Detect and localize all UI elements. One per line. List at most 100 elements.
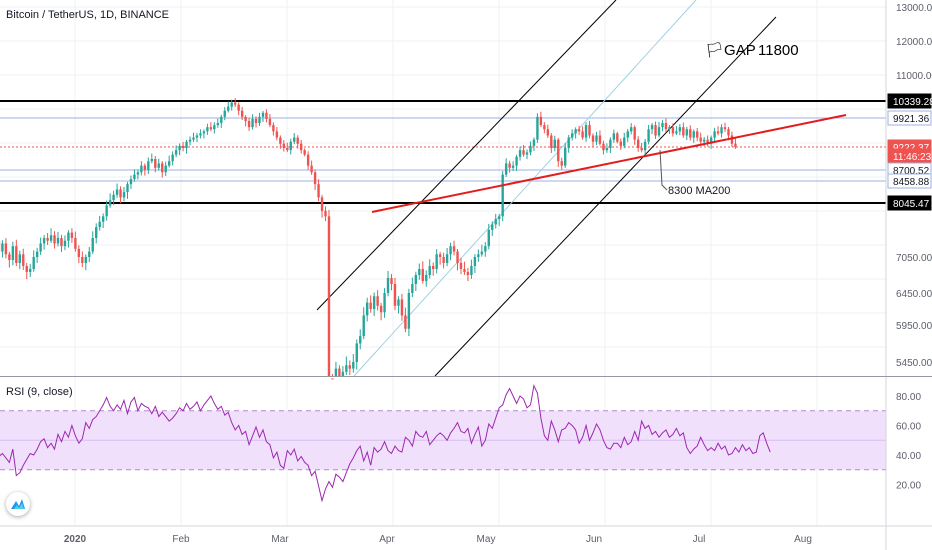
candle-body: [42, 238, 46, 244]
candle-body: [369, 302, 372, 309]
candle-body: [557, 139, 560, 162]
candle-body: [431, 266, 435, 269]
time-tick-label: Feb: [172, 534, 190, 545]
candle-body: [143, 165, 147, 171]
logo-icon: [11, 499, 25, 509]
price-label-text: 9921.36: [893, 114, 930, 125]
candlestick-series: [0, 98, 737, 380]
candle-body: [397, 299, 400, 306]
candle-body: [383, 293, 386, 313]
candle-body: [709, 137, 713, 144]
candle-body: [77, 248, 81, 257]
time-tick-label: Aug: [794, 534, 812, 545]
tradingview-logo-button[interactable]: [6, 492, 30, 516]
candle-body: [209, 127, 213, 130]
candle-body: [91, 238, 94, 252]
candle-body: [161, 163, 164, 173]
candle-body: [334, 368, 338, 376]
candle-body: [678, 127, 682, 132]
candle-body: [136, 172, 140, 175]
candle-body: [702, 139, 706, 142]
candle-body: [626, 131, 629, 138]
candle-body: [647, 129, 650, 142]
candle-body: [546, 129, 550, 136]
ma200-annotation: 8300 MA200: [668, 185, 730, 197]
candle-body: [734, 143, 737, 148]
price-tick-label: 7050.00: [896, 253, 932, 264]
candle-body: [331, 378, 334, 380]
candle-body: [636, 139, 640, 148]
candle-body: [560, 161, 563, 166]
candle-body: [324, 210, 327, 217]
candle-body: [466, 272, 470, 275]
candle-body: [376, 296, 379, 306]
price-label-text: 8700.52: [893, 166, 930, 177]
candle-body: [299, 143, 303, 151]
candle-body: [227, 106, 230, 111]
candle-body: [119, 189, 122, 198]
candle-body: [268, 118, 272, 126]
price-label-text: 10339.28: [893, 97, 932, 108]
candle-body: [32, 257, 35, 269]
time-tick-label: 2020: [64, 534, 87, 545]
candle-body: [265, 112, 268, 119]
candle-body: [22, 254, 25, 266]
candle-body: [310, 165, 313, 173]
candle-body: [84, 257, 87, 263]
candle-body: [643, 141, 647, 151]
candle-body: [352, 362, 355, 369]
candle-body: [220, 116, 223, 124]
candle-body: [258, 116, 261, 124]
candle-body: [501, 174, 504, 217]
rsi-line-path: [0, 384, 771, 503]
candle-body: [459, 263, 463, 269]
candle-body: [74, 238, 77, 249]
candle-body: [407, 293, 411, 329]
candle-body: [494, 219, 497, 225]
candle-body: [581, 131, 584, 138]
candle-body: [671, 127, 675, 134]
candle-body: [140, 165, 143, 173]
candle-body: [449, 246, 452, 255]
candle-body: [345, 365, 348, 372]
candle-body: [49, 235, 53, 241]
price-tick-label: 5950.00: [896, 321, 932, 332]
price-tick-label: 11000.00: [896, 71, 932, 82]
candle-body: [112, 194, 115, 201]
ma200-pointer: [659, 149, 668, 191]
rsi-tick-label: 20.00: [896, 481, 921, 492]
candle-body: [195, 135, 199, 138]
candle-body: [567, 137, 570, 148]
candle-body: [609, 139, 612, 148]
time-tick-label: Jun: [586, 534, 602, 545]
candle-body: [244, 116, 247, 121]
candle-body: [67, 232, 70, 241]
candle-body: [88, 251, 91, 257]
rsi-tick-label: 80.00: [896, 392, 921, 403]
candle-body: [598, 135, 602, 144]
candle-body: [515, 156, 518, 166]
overlay-drawings: [371, 114, 847, 213]
time-tick-label: Apr: [379, 534, 395, 545]
price-label-text: 8458.88: [893, 177, 930, 188]
candle-body: [630, 127, 633, 132]
candle-body: [365, 302, 369, 316]
candle-body: [98, 221, 101, 228]
candle-body: [279, 137, 282, 144]
candle-body: [320, 197, 324, 211]
candle-body: [445, 254, 449, 263]
trendline-red: [371, 114, 847, 213]
candle-body: [167, 161, 171, 166]
candle-body: [570, 133, 574, 138]
candle-body: [60, 238, 63, 247]
candle-body: [564, 147, 567, 166]
candle-body: [129, 179, 133, 185]
candle-body: [595, 135, 598, 142]
price-tick-label: 6450.00: [896, 289, 932, 300]
candle-body: [716, 131, 720, 134]
candle-body: [157, 163, 160, 168]
candle-body: [487, 229, 490, 247]
time-tick-label: May: [477, 534, 496, 545]
candle-body: [438, 254, 442, 257]
